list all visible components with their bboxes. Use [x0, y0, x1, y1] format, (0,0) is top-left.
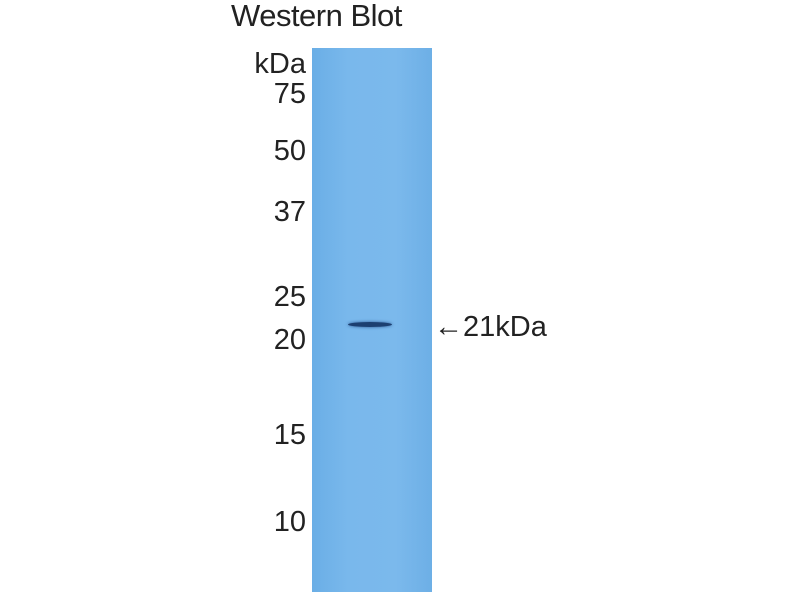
- marker-15: 15: [273, 419, 306, 451]
- protein-band: [348, 322, 392, 327]
- marker-50: 50: [273, 135, 306, 167]
- blot-lane: [312, 48, 432, 592]
- marker-37: 37: [273, 196, 306, 228]
- band-annotation: ←21kDa: [434, 311, 547, 343]
- marker-25: 25: [273, 281, 306, 313]
- unit-label: kDa: [254, 48, 306, 80]
- marker-20: 20: [273, 324, 306, 356]
- marker-75: 75: [273, 78, 306, 110]
- blot-title: Western Blot: [231, 0, 402, 33]
- marker-10: 10: [273, 506, 306, 538]
